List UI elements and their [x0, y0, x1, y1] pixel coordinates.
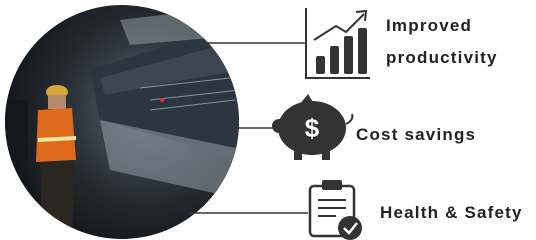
- dollar-sign: $: [305, 113, 320, 143]
- photo: [0, 0, 245, 240]
- infographic: $ Improved productivity Cost savings Hea…: [0, 0, 536, 240]
- icon-productivity: [306, 8, 370, 78]
- label: Cost savings: [356, 125, 476, 144]
- icon-clipboard: [310, 180, 362, 240]
- label: productivity: [386, 48, 498, 67]
- page: {"items": [ {"label_lines": ["Improved",…: [0, 0, 536, 240]
- icon-piggy-bank: $: [272, 94, 352, 160]
- label: Improved: [386, 16, 472, 35]
- label: Health & Safety: [380, 203, 523, 222]
